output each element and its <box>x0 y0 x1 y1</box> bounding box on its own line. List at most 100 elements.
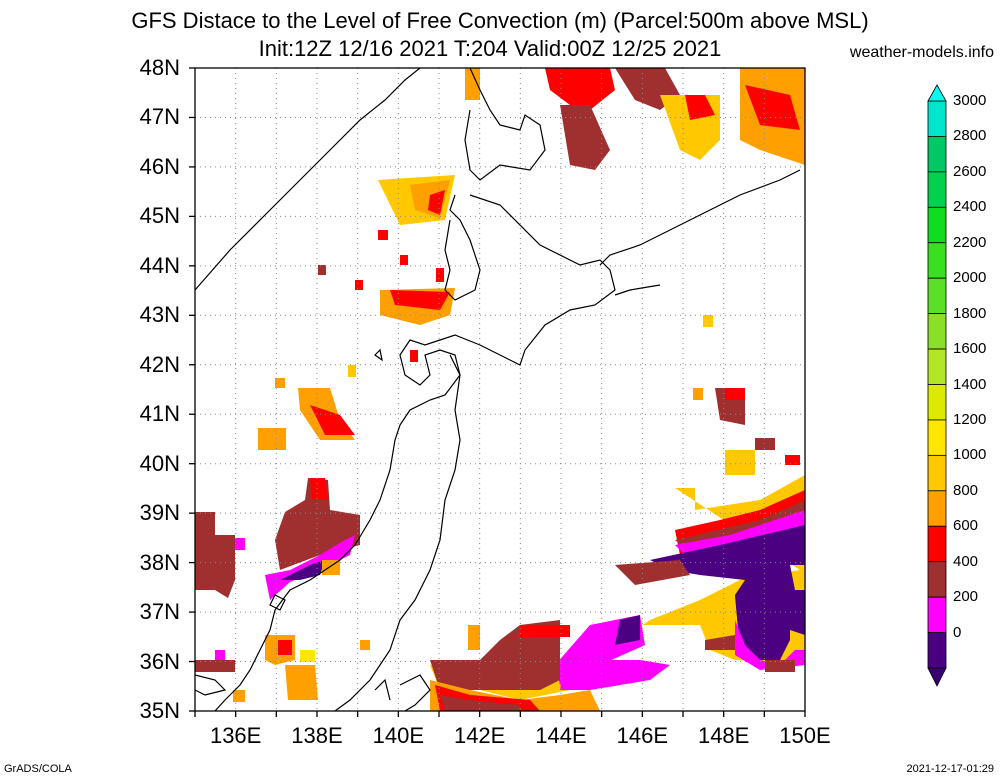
lat-label: 48N <box>139 55 180 80</box>
colorbar-swatch <box>927 596 947 633</box>
lfc-blob <box>430 620 560 690</box>
colorbar-swatch <box>927 136 947 173</box>
graticule <box>195 68 805 711</box>
colorbar-min-arrow <box>927 667 947 687</box>
lfc-blob <box>735 620 805 670</box>
colorbar-label: 1600 <box>953 340 987 358</box>
lfc-cell <box>703 315 713 327</box>
lon-label: 150E <box>779 723 831 748</box>
colorbar-swatch <box>927 384 947 421</box>
lat-label: 36N <box>139 648 180 674</box>
colorbar-swatch <box>927 419 947 456</box>
lfc-cell <box>468 625 480 650</box>
lfc-cell <box>348 365 356 377</box>
lfc-cell <box>258 428 286 450</box>
colorbar-swatch <box>927 632 947 669</box>
lfc-cell <box>233 690 245 702</box>
lat-label: 46N <box>139 153 180 179</box>
lfc-cell <box>400 255 408 265</box>
lfc-blob <box>195 512 235 598</box>
axis-ticks <box>189 67 806 717</box>
colorbar-swatch <box>927 100 947 137</box>
lfc-cell <box>725 388 745 400</box>
colorbar-swatch <box>927 454 947 492</box>
lat-label: 40N <box>139 450 180 476</box>
lfc-cell <box>215 650 225 660</box>
lfc-blob <box>560 660 670 690</box>
colorbar-label: 0 <box>953 623 962 641</box>
lon-label: 136E <box>209 723 262 748</box>
colorbar-swatch <box>927 277 947 315</box>
lfc-blob <box>615 560 690 585</box>
lfc-blob <box>278 640 292 655</box>
lfc-cell <box>355 280 363 290</box>
lfc-blob <box>545 68 615 110</box>
colorbar-swatch <box>927 525 947 563</box>
colorbar <box>927 84 947 687</box>
lat-label: 43N <box>139 302 180 328</box>
colorbar-max-arrow <box>927 84 947 102</box>
coastlines <box>195 68 801 711</box>
lat-label: 35N <box>139 698 180 723</box>
grads-credit: GrADS/COLA <box>4 763 72 775</box>
lfc-cell <box>235 538 245 550</box>
colorbar-swatch <box>927 313 947 350</box>
lfc-cell <box>785 455 800 465</box>
lat-label: 45N <box>139 203 180 229</box>
lfc-cell <box>378 230 388 240</box>
lfc-cell <box>195 660 235 672</box>
lfc-blob <box>765 660 795 672</box>
colorbar-label: 1400 <box>953 375 987 393</box>
colorbar-label: 1000 <box>953 446 987 464</box>
colorbar-label: 2200 <box>953 233 987 251</box>
site-credit: weather-models.info <box>849 44 994 61</box>
lfc-cell <box>410 350 418 362</box>
lfc-blob <box>675 510 805 560</box>
colorbar-swatch <box>927 206 947 244</box>
lfc-cell <box>360 640 370 650</box>
lfc-blob <box>745 85 800 130</box>
lfc-cell <box>725 450 755 475</box>
timestamp: 2021-12-17-01:29 <box>906 763 994 775</box>
colorbar-label: 3000 <box>953 92 987 109</box>
lat-label: 41N <box>139 401 180 427</box>
colorbar-label: 2000 <box>953 269 987 287</box>
colorbar-label: 800 <box>953 481 979 499</box>
lfc-blob <box>322 560 340 575</box>
colorbar-label: 2800 <box>953 127 987 145</box>
colorbar-label: 2600 <box>953 162 987 180</box>
colorbar-swatch <box>927 171 947 208</box>
lfc-blob <box>310 478 328 500</box>
lon-label: 146E <box>616 723 669 748</box>
chart-title: GFS Distace to the Level of Free Convect… <box>131 8 869 33</box>
colorbar-swatch <box>927 561 947 598</box>
lfc-blob <box>735 585 790 660</box>
lfc-blob <box>705 635 735 650</box>
lat-label: 37N <box>139 599 180 625</box>
lfc-field <box>195 68 805 711</box>
lfc-blob <box>280 560 325 580</box>
lfc-cell <box>318 265 326 275</box>
lfc-cell <box>520 625 570 637</box>
colorbar-swatch <box>927 348 947 385</box>
colorbar-label: 1800 <box>953 304 987 322</box>
lfc-blob <box>310 405 355 435</box>
lfc-cell <box>755 438 775 450</box>
colorbar-swatch <box>927 490 947 527</box>
lfc-blob <box>465 68 480 100</box>
lfc-cell <box>275 378 285 388</box>
chart-subtitle: Init:12Z 12/16 2021 T:204 Valid:00Z 12/2… <box>258 36 722 61</box>
lfc-blob <box>428 190 445 215</box>
colorbar-label: 400 <box>953 552 979 570</box>
lfc-blob <box>615 615 640 645</box>
lfc-blob <box>685 95 715 120</box>
lat-label: 44N <box>139 252 180 278</box>
colorbar-label: 600 <box>953 517 979 535</box>
lat-label: 38N <box>139 549 180 575</box>
lfc-cell <box>693 388 703 400</box>
lon-label: 148E <box>697 723 750 748</box>
colorbar-label: 2400 <box>953 198 987 216</box>
lon-label: 142E <box>453 723 506 748</box>
colorbar-label: 1200 <box>953 410 987 428</box>
